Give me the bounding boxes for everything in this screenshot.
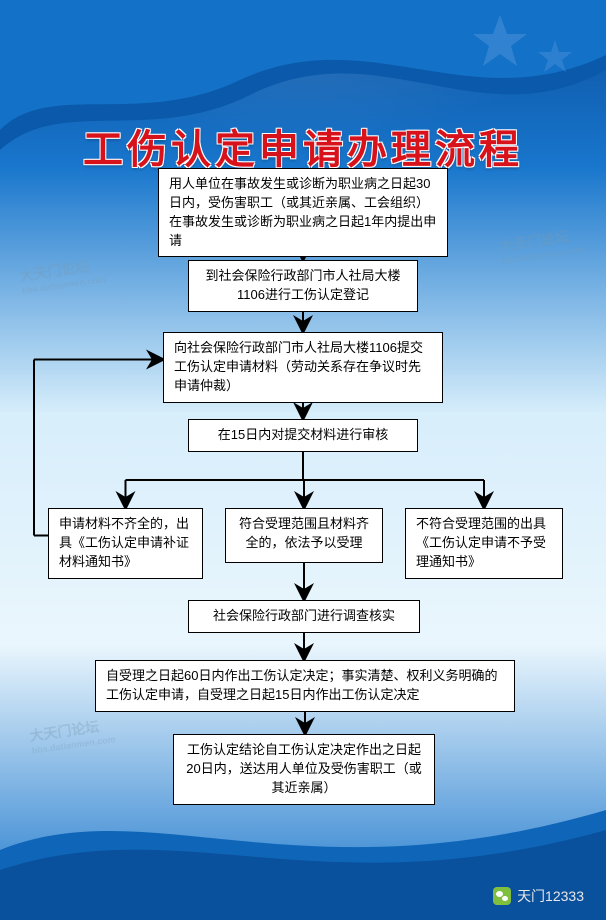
flow-node-n4: 在15日内对提交材料进行审核 (188, 419, 418, 452)
footer-source: 天门12333 (493, 886, 584, 906)
flow-node-n1: 用人单位在事故发生或诊断为职业病之日起30日内，受伤害职工（或其近亲属、工会组织… (158, 168, 448, 257)
flow-node-n3: 向社会保险行政部门市人社局大楼1106提交工伤认定申请材料（劳动关系存在争议时先… (163, 332, 443, 403)
flow-node-n2: 到社会保险行政部门市人社局大楼1106进行工伤认定登记 (188, 260, 418, 312)
flow-node-n7: 自受理之日起60日内作出工伤认定决定；事实清楚、权利义务明确的工伤认定申请，自受… (95, 660, 515, 712)
wechat-icon (493, 887, 511, 905)
flow-node-n5a: 申请材料不齐全的，出具《工伤认定申请补证材料通知书》 (48, 508, 203, 579)
flowchart-container: 用人单位在事故发生或诊断为职业病之日起30日内，受伤害职工（或其近亲属、工会组织… (0, 168, 606, 860)
page-title: 工伤认定申请办理流程 (0, 117, 606, 175)
flow-node-n5c: 不符合受理范围的出具《工伤认定申请不予受理通知书》 (405, 508, 563, 579)
flow-node-n8: 工伤认定结论自工伤认定决定作出之日起20日内，送达用人单位及受伤害职工（或其近亲… (173, 734, 435, 805)
flow-node-n6: 社会保险行政部门进行调查核实 (188, 600, 420, 633)
flow-node-n5b: 符合受理范围且材料齐全的，依法予以受理 (225, 508, 383, 563)
footer-text: 天门12333 (517, 886, 584, 906)
